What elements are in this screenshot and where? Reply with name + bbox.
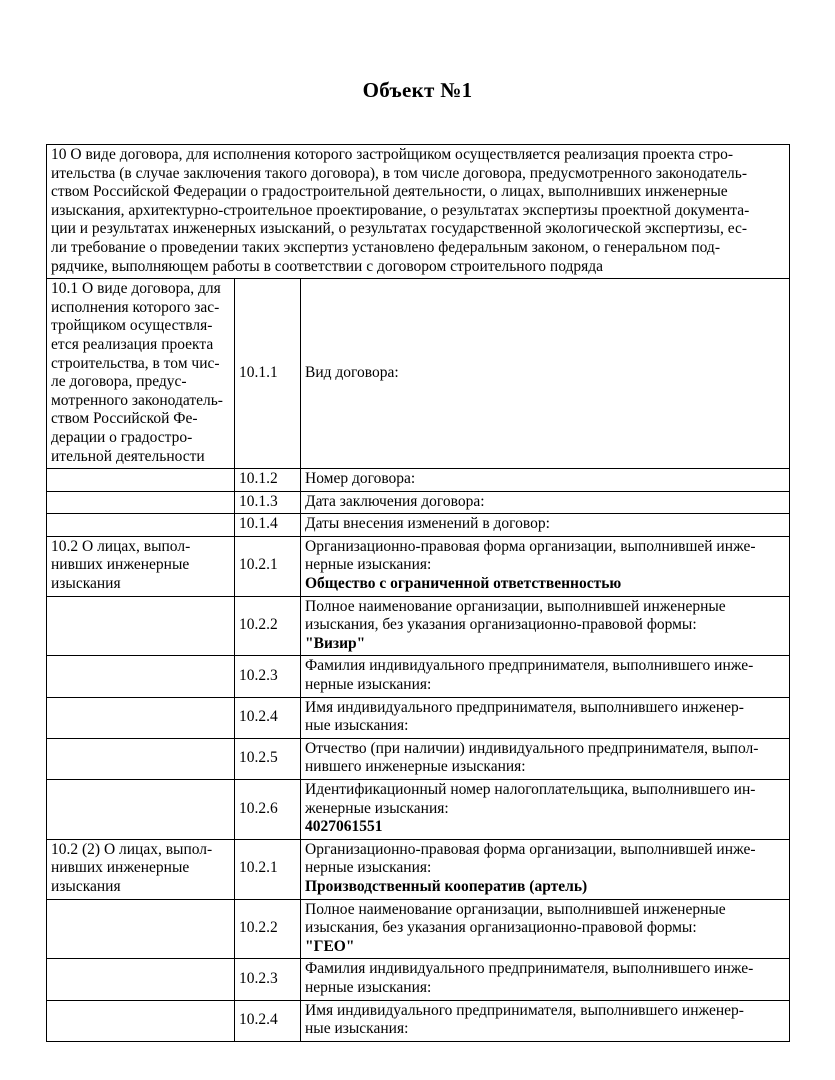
table-row-10.1.2-1: 10.1.2 Номер договора: (46, 468, 790, 492)
field-value: "ГЕО" (305, 937, 355, 955)
field-label: Организационно-правовая форма организаци… (305, 840, 756, 877)
row-section-cell (46, 490, 235, 515)
row-section-cell (46, 595, 235, 657)
row-section-cell (46, 898, 235, 960)
field-label: Вид договора: (305, 363, 399, 381)
field-value: Общество с ограниченной ответственностью (305, 575, 622, 593)
row-content-cell: Отчество (при наличии) индивидуального п… (300, 737, 790, 781)
field-label: Фамилия индивидуального предпринимателя,… (305, 960, 754, 996)
row-content-cell: Имя индивидуального предпринимателя, вып… (300, 696, 790, 739)
row-content-cell: Дата заключения договора: (300, 490, 790, 515)
field-label: Полное наименование организации, выполни… (305, 900, 726, 937)
row-content-cell: Вид договора: (300, 278, 790, 470)
row-section-cell (46, 737, 235, 781)
field-label: Имя индивидуального предпринимателя, вып… (305, 1001, 744, 1038)
field-label: Фамилия индивидуального предпринимателя,… (305, 657, 754, 694)
row-number-cell: 10.2.4 (234, 696, 301, 739)
row-number-cell: 10.2.2 (234, 898, 301, 960)
section-header-row: 10 О виде договора, для исполнения котор… (46, 143, 790, 280)
table-row-10.2.2-11: 10.2.2 Полное наименование организации, … (46, 898, 790, 960)
row-number-cell: 10.1.2 (234, 468, 301, 492)
row-number-cell: 10.1.3 (234, 490, 301, 515)
table-row-10.2.4-7: 10.2.4 Имя индивидуального предпринимате… (46, 696, 790, 739)
row-content-cell: Имя индивидуального предпринимателя, вып… (300, 999, 790, 1042)
document-page: Объект №1 10 О виде договора, для исполн… (46, 78, 790, 1042)
field-value: 4027061551 (305, 818, 383, 836)
row-number-cell: 10.2.4 (234, 999, 301, 1042)
field-label: Номер договора: (305, 470, 416, 488)
row-section-cell (46, 655, 235, 698)
row-section-cell (46, 696, 235, 739)
row-number-cell: 10.2.3 (234, 958, 301, 1001)
field-label: Дата заключения договора: (305, 492, 485, 510)
row-number-cell: 10.2.1 (234, 535, 301, 597)
row-number-cell: 10.2.6 (234, 779, 301, 840)
row-section-cell (46, 999, 235, 1042)
table-row-10.2.6-9: 10.2.6 Идентификационный номер налогопла… (46, 779, 790, 840)
row-section-cell (46, 513, 235, 537)
row-number-cell: 10.2.2 (234, 595, 301, 657)
row-number-cell: 10.2.3 (234, 655, 301, 698)
row-section-cell (46, 779, 235, 840)
row-section-cell: 10.1 О виде договора, для исполнения кот… (46, 278, 235, 470)
row-content-cell: Даты внесения изменений в договор: (300, 513, 790, 537)
row-content-cell: Идентификационный номер налогоплательщик… (300, 779, 790, 840)
field-label: Идентификационный номер налогоплательщик… (305, 781, 756, 817)
table-row-10.1.4-3: 10.1.4 Даты внесения изменений в договор… (46, 513, 790, 537)
table-row-10.2.4-13: 10.2.4 Имя индивидуального предпринимате… (46, 999, 790, 1042)
page-title: Объект №1 (362, 78, 473, 102)
table-row-10.2.1-10: 10.2 (2) О лицах, выпол- нивших инженерн… (46, 838, 790, 900)
row-number-cell: 10.1.4 (234, 513, 301, 537)
row-content-cell: Организационно-правовая форма организаци… (300, 838, 790, 900)
row-content-cell: Полное наименование организации, выполни… (300, 898, 790, 960)
field-label: Имя индивидуального предпринимателя, вып… (305, 698, 744, 735)
table-row-10.2.3-12: 10.2.3 Фамилия индивидуального предприни… (46, 958, 790, 1001)
row-section-cell (46, 468, 235, 492)
row-section-cell: 10.2 О лицах, выпол- нивших инженерные и… (46, 535, 235, 597)
table-row-10.1.3-2: 10.1.3 Дата заключения договора: (46, 490, 790, 515)
row-section-cell: 10.2 (2) О лицах, выпол- нивших инженерн… (46, 838, 235, 900)
table-row-10.1.1-0: 10.1 О виде договора, для исполнения кот… (46, 278, 790, 470)
row-number-cell: 10.2.1 (234, 838, 301, 900)
row-content-cell: Фамилия индивидуального предпринимателя,… (300, 655, 790, 698)
declaration-table: 10 О виде договора, для исполнения котор… (46, 143, 790, 1042)
table-row-10.2.5-8: 10.2.5 Отчество (при наличии) индивидуал… (46, 737, 790, 781)
table-row-10.2.3-6: 10.2.3 Фамилия индивидуального предприни… (46, 655, 790, 698)
row-content-cell: Фамилия индивидуального предпринимателя,… (300, 958, 790, 1001)
row-number-cell: 10.2.5 (234, 737, 301, 781)
row-content-cell: Организационно-правовая форма организаци… (300, 535, 790, 597)
field-label: Полное наименование организации, выполни… (305, 597, 726, 634)
field-label: Организационно-правовая форма организаци… (305, 537, 756, 574)
table-row-10.2.1-4: 10.2 О лицах, выпол- нивших инженерные и… (46, 535, 790, 597)
field-value: "Визир" (305, 634, 366, 652)
field-value: Производственный кооператив (артель) (305, 877, 588, 895)
row-content-cell: Номер договора: (300, 468, 790, 492)
section-header-cell: 10 О виде договора, для исполнения котор… (46, 143, 790, 280)
field-label: Отчество (при наличии) индивидуального п… (305, 739, 759, 776)
row-content-cell: Полное наименование организации, выполни… (300, 595, 790, 657)
table-row-10.2.2-5: 10.2.2 Полное наименование организации, … (46, 595, 790, 657)
row-number-cell: 10.1.1 (234, 278, 301, 470)
field-label: Даты внесения изменений в договор: (305, 515, 550, 533)
row-section-cell (46, 958, 235, 1001)
